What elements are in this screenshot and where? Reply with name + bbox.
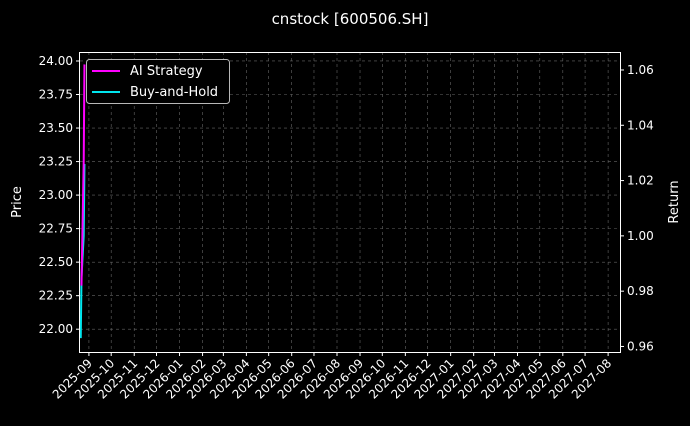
y-tick-label: 23.75 <box>39 88 73 102</box>
y2-tick-label: 1.00 <box>627 229 654 243</box>
y2-tick-label: 0.96 <box>627 339 654 353</box>
y2-tick-label: 1.04 <box>627 118 654 132</box>
y-axis-right: 0.96 0.98 1.00 1.02 1.04 1.06 <box>620 63 654 353</box>
y-tick-label: 24.00 <box>39 54 73 68</box>
y-tick-label: 23.25 <box>39 155 73 169</box>
y-tick-label: 23.50 <box>39 121 73 135</box>
y-tick-label: 23.00 <box>39 188 73 202</box>
legend: AI Strategy Buy-and-Hold <box>86 59 230 104</box>
y2-tick-label: 0.98 <box>627 284 654 298</box>
legend-label-ai-strategy: AI Strategy <box>130 64 203 79</box>
y2-axis-label: Return <box>667 180 682 223</box>
y2-tick-label: 1.06 <box>627 63 654 77</box>
y-axis-label: Price <box>10 186 25 218</box>
x-axis: 2025-092025-102025-112025-122026-012026-… <box>50 352 614 402</box>
y-tick-label: 22.75 <box>39 222 73 236</box>
y-tick-label: 22.00 <box>39 322 73 336</box>
series-line-ai-strategy <box>80 64 86 286</box>
y-tick-label: 22.25 <box>39 289 73 303</box>
series-lines <box>79 64 86 339</box>
y-axis-left: 22.00 22.25 22.50 22.75 23.00 23.25 23.50 23.75… <box>39 54 80 336</box>
chart-title: cnstock [600506.SH] <box>272 10 429 28</box>
plot-frame <box>79 52 621 353</box>
y2-tick-label: 1.02 <box>627 174 654 188</box>
y-tick-label: 22.50 <box>39 255 73 269</box>
legend-label-buy-and-hold: Buy-and-Hold <box>130 85 218 100</box>
